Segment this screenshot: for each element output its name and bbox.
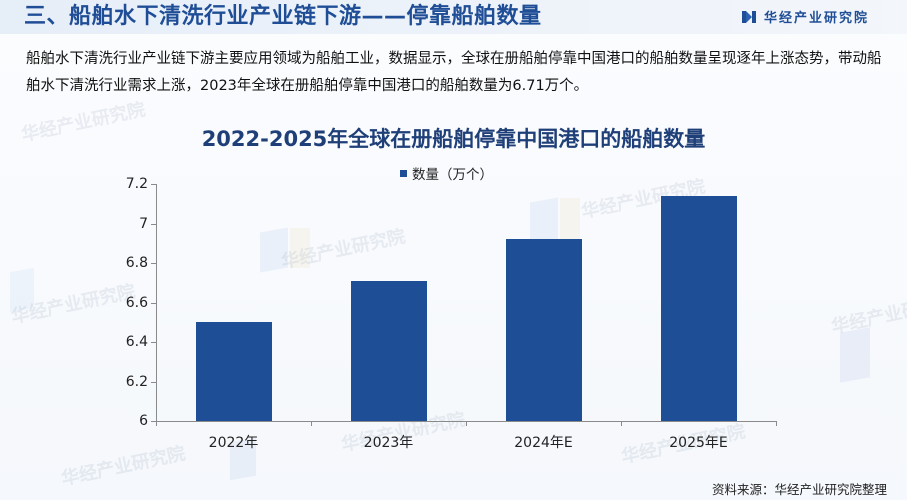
- chart-legend: 数量（万个）: [400, 163, 493, 183]
- brand: 华经产业研究院: [742, 7, 869, 26]
- x-tick-label: 2022年: [208, 435, 259, 451]
- x-tick-label: 2025年E: [669, 435, 728, 451]
- x-tick-label: 2024年E: [514, 435, 573, 451]
- y-tick-label: 6.2: [125, 373, 148, 390]
- y-tick-mark: [151, 381, 156, 383]
- y-tick-label: 6.4: [125, 334, 148, 350]
- page-title: 三、船舶水下清洗行业产业链下游——停靠船舶数量: [24, 4, 542, 29]
- y-tick-label: 6: [139, 413, 148, 429]
- x-tick-mark: [156, 421, 157, 426]
- y-tick-mark: [151, 421, 156, 422]
- y-tick-label: 7.2: [125, 176, 148, 192]
- x-tick-mark: [776, 421, 777, 426]
- y-tick-label: 6.8: [125, 255, 148, 271]
- x-tick-mark: [311, 421, 312, 426]
- y-tick-mark: [151, 342, 156, 343]
- legend-swatch: [400, 169, 407, 177]
- brand-name: 华经产业研究院: [764, 11, 870, 26]
- y-axis-line: [156, 184, 157, 421]
- chart-title: 2022-2025年全球在册船舶停靠中国港口的船舶数量: [201, 127, 706, 151]
- bar-2022年: [195, 322, 272, 421]
- body-paragraph: 船舶水下清洗行业产业链下游主要应用领域为船舶工业，数据显示，全球在册船舶停靠中国…: [26, 51, 882, 94]
- y-tick-mark: [151, 223, 156, 225]
- y-tick-label: 6.6: [125, 294, 148, 311]
- y-tick-mark: [151, 184, 156, 185]
- bar-2025年E: [660, 195, 737, 421]
- x-tick-mark: [466, 421, 467, 426]
- brand-logo-icon: [742, 10, 756, 23]
- x-tick-mark: [621, 421, 622, 426]
- y-tick-label: 7: [139, 215, 148, 232]
- legend-label: 数量（万个）: [412, 167, 493, 183]
- source-note: 资料来源：华经产业研究院整理: [711, 482, 887, 497]
- y-tick-mark: [151, 302, 156, 304]
- bar-2023年: [350, 280, 427, 421]
- y-tick-mark: [151, 263, 156, 264]
- x-tick-label: 2023年: [363, 435, 414, 451]
- bar-2024年E: [505, 239, 582, 421]
